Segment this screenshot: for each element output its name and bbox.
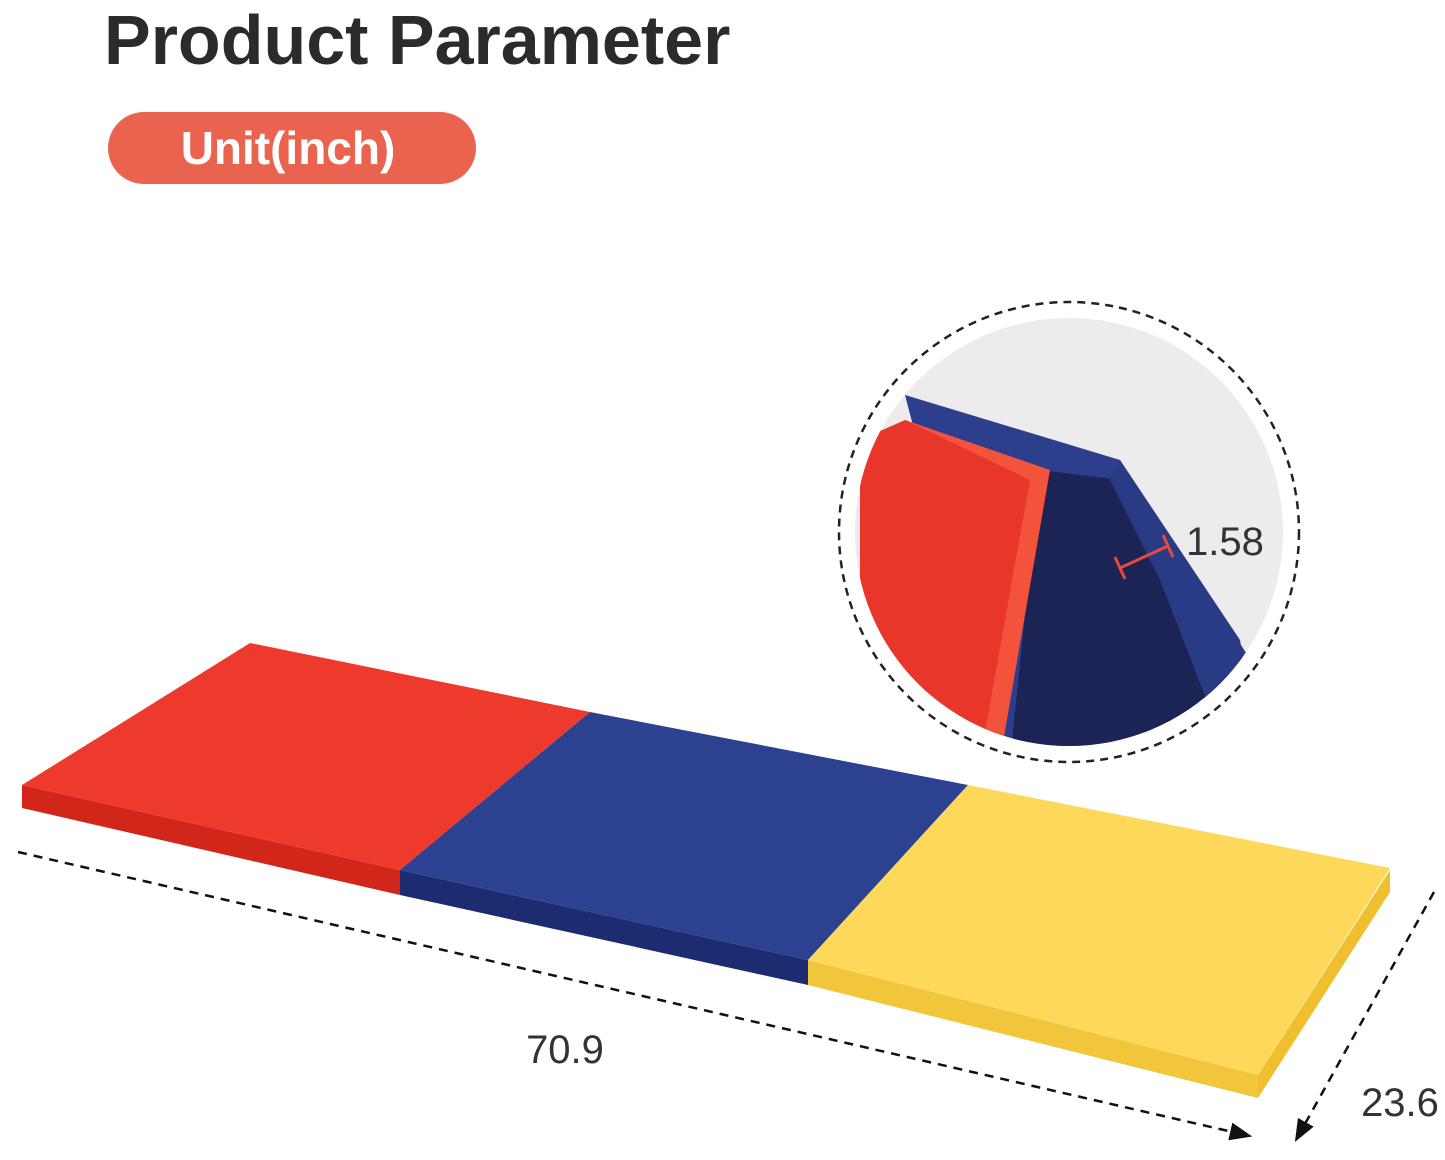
mat-side-blue — [400, 870, 808, 985]
mat-panel-blue — [400, 712, 968, 960]
mat-panel-yellow — [808, 785, 1390, 1075]
title: Product Parameter — [104, 1, 730, 79]
unit-pill — [108, 112, 476, 184]
length-label: 70.9 — [526, 1028, 604, 1072]
width-label: 23.6 — [1361, 1081, 1439, 1125]
mat-panel-red — [22, 643, 590, 870]
thickness-marker-end — [1161, 534, 1175, 558]
mat-side-red — [22, 785, 400, 895]
unit-label: Unit(inch) — [181, 122, 396, 174]
mat-side-yellow — [808, 960, 1258, 1098]
length-line — [17, 850, 1253, 1141]
thickness-marker — [1119, 544, 1169, 570]
zoom-circle — [837, 300, 1301, 764]
mat-side-yellow-end — [1258, 870, 1390, 1098]
thickness-marker-end — [1113, 556, 1127, 580]
mat — [22, 643, 1390, 1098]
thickness-label: 1.58 — [1186, 520, 1264, 564]
